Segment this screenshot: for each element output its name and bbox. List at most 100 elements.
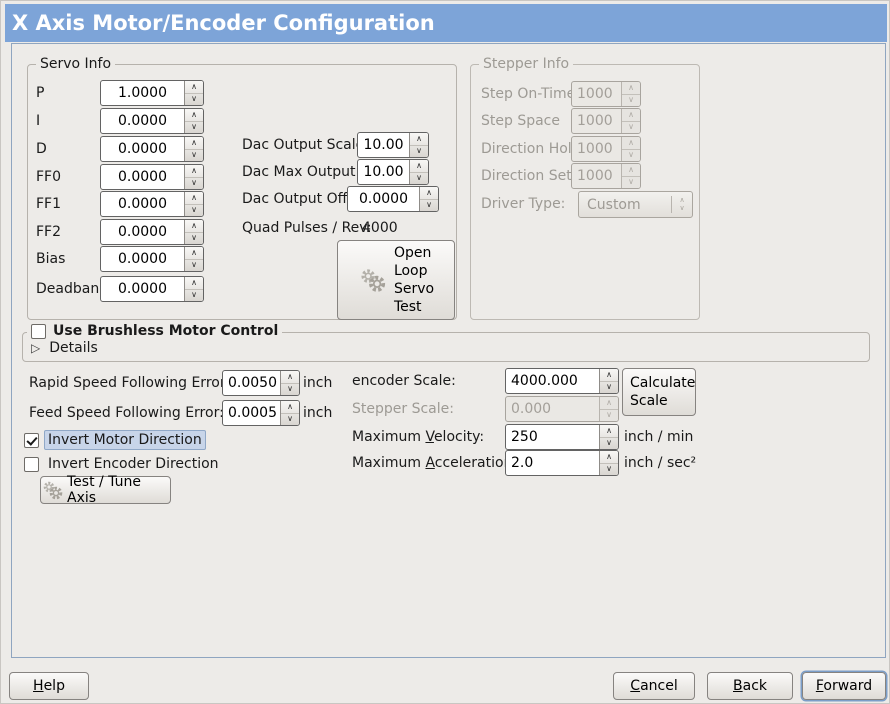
ff1-input[interactable] <box>101 192 184 216</box>
feed-following-error-spinbox[interactable] <box>222 400 300 426</box>
spin-up-icon[interactable] <box>420 187 438 199</box>
spin-up-icon[interactable] <box>281 371 299 383</box>
p-spinbox[interactable] <box>100 80 204 106</box>
spin-up-icon[interactable] <box>185 247 203 259</box>
rapid-fe-spinner[interactable] <box>280 371 299 395</box>
forward-button[interactable]: Forward <box>802 672 886 700</box>
spin-down-icon[interactable] <box>600 436 618 450</box>
expander-triangle-icon[interactable] <box>31 340 40 356</box>
spin-down-icon[interactable] <box>185 148 203 162</box>
spin-up-icon[interactable] <box>410 160 428 172</box>
d-spinner[interactable] <box>184 137 203 161</box>
ff2-spinner[interactable] <box>184 220 203 244</box>
spin-down-icon[interactable] <box>185 258 203 272</box>
ff0-input[interactable] <box>101 165 184 189</box>
spin-up-icon[interactable] <box>185 137 203 149</box>
dac-max-output-spinbox[interactable] <box>357 159 429 185</box>
deadband-spinbox[interactable] <box>100 276 204 302</box>
spin-down-icon[interactable] <box>281 382 299 396</box>
details-expander[interactable]: Details <box>31 340 98 356</box>
dac-output-scale-input[interactable] <box>358 133 409 157</box>
max-velocity-spinbox[interactable] <box>505 424 619 450</box>
spin-up-icon[interactable] <box>185 220 203 232</box>
servo-info-frame: Servo Info P I D FF0 FF1 <box>27 56 457 320</box>
spin-up-icon[interactable] <box>185 192 203 204</box>
direction-hold-spinbox <box>571 136 641 162</box>
bias-spinbox[interactable] <box>100 246 204 272</box>
ff0-spinner[interactable] <box>184 165 203 189</box>
dac-output-offset-input[interactable] <box>348 187 419 211</box>
deadband-spinner[interactable] <box>184 277 203 301</box>
rapid-following-error-input[interactable] <box>223 371 280 395</box>
back-button[interactable]: Back <box>707 672 793 700</box>
spin-down-icon[interactable] <box>420 198 438 212</box>
max-acceleration-input[interactable] <box>506 451 599 475</box>
deadband-input[interactable] <box>101 277 184 301</box>
spin-up-icon[interactable] <box>600 369 618 381</box>
invert-motor-label[interactable]: Invert Motor Direction <box>45 431 205 449</box>
spin-down-icon[interactable] <box>600 462 618 476</box>
spin-down-icon[interactable] <box>185 288 203 302</box>
invert-motor-checkbox[interactable] <box>24 432 39 448</box>
test-tune-axis-button[interactable]: Test / Tune Axis <box>40 474 171 506</box>
max-velocity-spinner[interactable] <box>599 425 618 449</box>
spin-up-icon[interactable] <box>410 133 428 145</box>
dac-output-scale-spinbox[interactable] <box>357 132 429 158</box>
invert-encoder-label[interactable]: Invert Encoder Direction <box>48 456 219 472</box>
rapid-following-error-spinbox[interactable] <box>222 370 300 396</box>
feed-following-error-label: Feed Speed Following Error: <box>29 405 224 421</box>
encoder-scale-spinbox[interactable] <box>505 368 619 394</box>
ff2-input[interactable] <box>101 220 184 244</box>
encoder-scale-input[interactable] <box>506 369 599 393</box>
calculate-scale-button[interactable]: Calculate Scale <box>622 368 696 416</box>
open-loop-servo-test-button[interactable]: Open Loop Servo Test <box>337 240 455 320</box>
spin-up-icon[interactable] <box>185 165 203 177</box>
d-input[interactable] <box>101 137 184 161</box>
p-spinner[interactable] <box>184 81 203 105</box>
bias-spinner[interactable] <box>184 247 203 271</box>
invert-encoder-checkbox[interactable] <box>24 456 39 472</box>
cancel-button[interactable]: Cancel <box>613 672 695 700</box>
spin-down-icon[interactable] <box>281 412 299 426</box>
dac-max-spinner[interactable] <box>409 160 428 184</box>
spin-down-icon[interactable] <box>185 203 203 217</box>
d-spinbox[interactable] <box>100 136 204 162</box>
dac-offset-spinner[interactable] <box>419 187 438 211</box>
spin-down-icon[interactable] <box>410 171 428 185</box>
dac-scale-spinner[interactable] <box>409 133 428 157</box>
encoder-scale-spinner[interactable] <box>599 369 618 393</box>
i-spinner[interactable] <box>184 109 203 133</box>
ff1-spinbox[interactable] <box>100 191 204 217</box>
max-acceleration-spinner[interactable] <box>599 451 618 475</box>
i-input[interactable] <box>101 109 184 133</box>
spin-down-icon[interactable] <box>410 144 428 158</box>
max-velocity-input[interactable] <box>506 425 599 449</box>
spin-down-icon[interactable] <box>185 231 203 245</box>
spin-down-icon[interactable] <box>185 92 203 106</box>
i-spinbox[interactable] <box>100 108 204 134</box>
spin-up-icon[interactable] <box>185 81 203 93</box>
spin-down-icon[interactable] <box>185 176 203 190</box>
max-acceleration-spinbox[interactable] <box>505 450 619 476</box>
p-input[interactable] <box>101 81 184 105</box>
spin-up-icon <box>600 397 618 409</box>
ff2-spinbox[interactable] <box>100 219 204 245</box>
spin-up-icon[interactable] <box>600 451 618 463</box>
use-brushless-checkbox[interactable] <box>31 324 46 339</box>
feed-following-error-input[interactable] <box>223 401 280 425</box>
ff0-spinbox[interactable] <box>100 164 204 190</box>
spin-down-icon[interactable] <box>185 120 203 134</box>
ff1-spinner[interactable] <box>184 192 203 216</box>
spin-up-icon[interactable] <box>281 401 299 413</box>
help-button[interactable]: Help <box>9 672 89 700</box>
dac-output-offset-spinbox[interactable] <box>347 186 439 212</box>
spin-up-icon[interactable] <box>600 425 618 437</box>
dac-max-output-input[interactable] <box>358 160 409 184</box>
spin-down-icon[interactable] <box>600 380 618 394</box>
spin-up-icon[interactable] <box>185 277 203 289</box>
direction-hold-label: Direction Hold <box>481 141 581 157</box>
bias-input[interactable] <box>101 247 184 271</box>
max-acceleration-label: Maximum Acceleration: <box>352 455 518 471</box>
feed-fe-spinner[interactable] <box>280 401 299 425</box>
spin-up-icon[interactable] <box>185 109 203 121</box>
